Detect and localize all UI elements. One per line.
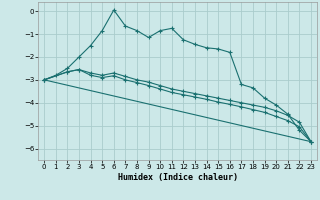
X-axis label: Humidex (Indice chaleur): Humidex (Indice chaleur) [118,173,238,182]
